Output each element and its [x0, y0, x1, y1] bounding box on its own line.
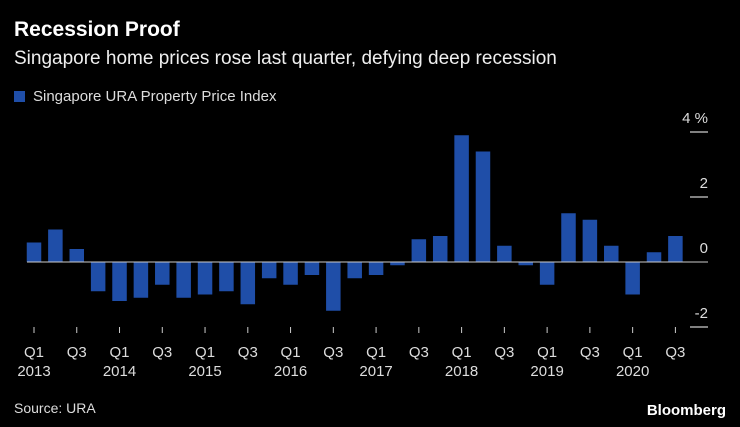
x-tick-quarter: Q3	[580, 344, 600, 361]
bar-2016Q3	[326, 262, 341, 311]
bar-2017Q2	[390, 262, 405, 266]
bar-2014Q3	[155, 262, 170, 285]
bar-2020Q1	[625, 262, 640, 295]
bar-2015Q3	[240, 262, 256, 305]
bar-2014Q4	[176, 262, 191, 298]
bar-2013Q4	[90, 262, 106, 292]
bar-2019Q3	[582, 219, 598, 262]
x-tick-quarter: Q3	[409, 344, 429, 361]
bar-2015Q4	[261, 262, 277, 279]
bar-2020Q3	[668, 236, 683, 262]
x-tick-quarter: Q3	[323, 344, 343, 361]
x-tick-quarter: Q3	[494, 344, 514, 361]
x-tick-year: 2019	[530, 363, 563, 380]
x-tick-quarter: Q1	[24, 344, 44, 361]
legend-label: Singapore URA Property Price Index	[33, 88, 277, 105]
bar-2017Q3	[411, 239, 427, 262]
bar-2016Q2	[304, 262, 320, 275]
bar-2018Q4	[518, 262, 533, 266]
bar-2018Q1	[454, 135, 469, 262]
source-note: Source: URA	[14, 400, 96, 416]
x-tick-quarter: Q3	[152, 344, 172, 361]
bar-2020Q2	[646, 252, 662, 262]
bar-2014Q2	[133, 262, 149, 298]
x-tick-year: 2016	[274, 363, 307, 380]
x-tick-quarter: Q3	[238, 344, 258, 361]
x-tick-year: 2018	[445, 363, 478, 380]
x-tick-quarter: Q3	[67, 344, 87, 361]
legend: Singapore URA Property Price Index	[14, 88, 276, 105]
bar-2018Q2	[475, 151, 491, 262]
x-tick-quarter: Q1	[195, 344, 215, 361]
x-tick-quarter: Q1	[537, 344, 557, 361]
bar-2013Q3	[69, 249, 85, 262]
x-tick-quarter: Q1	[452, 344, 472, 361]
bar-2019Q2	[561, 213, 576, 262]
x-tick-quarter: Q1	[281, 344, 301, 361]
bar-2016Q1	[283, 262, 298, 285]
bar-2019Q1	[539, 262, 555, 285]
legend-swatch	[14, 91, 25, 102]
x-tick-quarter: Q3	[665, 344, 685, 361]
bar-2014Q1	[112, 262, 127, 301]
x-tick-quarter: Q1	[366, 344, 386, 361]
x-tick-quarter: Q1	[623, 344, 643, 361]
x-tick-year: 2015	[188, 363, 221, 380]
chart-subtitle: Singapore home prices rose last quarter,…	[14, 48, 557, 69]
bloomberg-logo: Bloomberg	[646, 402, 726, 419]
bar-2018Q3	[497, 245, 512, 262]
bar-2019Q4	[604, 245, 619, 262]
bar-2015Q2	[219, 262, 234, 292]
x-tick-year: 2017	[359, 363, 392, 380]
x-tick-year: 2020	[616, 363, 649, 380]
y-tick-label: -2	[695, 305, 708, 322]
bar-2013Q1	[26, 242, 42, 262]
x-tick-year: 2013	[17, 363, 50, 380]
bar-2015Q1	[197, 262, 213, 295]
x-tick-year: 2014	[103, 363, 136, 380]
bar-2017Q1	[368, 262, 384, 275]
y-tick-label: 4 %	[682, 110, 708, 127]
bar-2013Q2	[48, 229, 63, 262]
y-tick-label: 2	[700, 175, 708, 192]
x-tick-quarter: Q1	[110, 344, 130, 361]
chart-title: Recession Proof	[14, 18, 180, 41]
bar-2016Q4	[347, 262, 362, 279]
y-tick-label: 0	[700, 240, 708, 257]
bar-2017Q4	[432, 236, 448, 262]
